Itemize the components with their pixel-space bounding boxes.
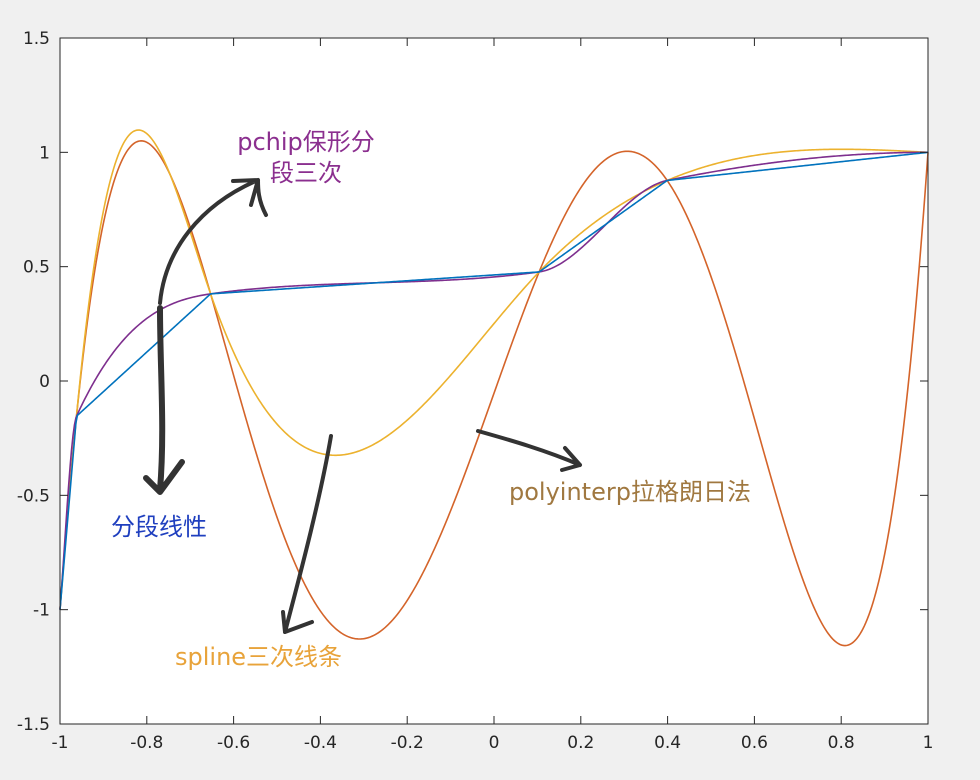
- series-line-linear: [59, 151, 929, 610]
- series-line-natural-cubic-spline: [59, 129, 929, 610]
- linear-annotation: 分段线性: [111, 513, 207, 541]
- x-tick-label: -0.6: [217, 733, 250, 753]
- x-tick-label: 1: [923, 733, 934, 753]
- x-tick-label: -0.8: [130, 733, 163, 753]
- y-tick-label: -1: [33, 601, 50, 621]
- spline-arrow: [281, 434, 333, 634]
- series-line-polynomial: [59, 140, 929, 647]
- series-line-pchip: [59, 151, 928, 610]
- linear-arrow: [143, 305, 185, 495]
- curves-layer: [59, 129, 929, 647]
- x-tick-label: 0.6: [741, 733, 768, 753]
- y-tick-label: 0: [39, 372, 50, 392]
- ticks-layer: -1 -0.8 -0.6 -0.4 -0.2 0 0.2 0.4 0.6 0.8 1-1.5-1-0…: [17, 29, 934, 753]
- x-tick-label: -0.4: [304, 733, 337, 753]
- x-tick-label: 0.8: [828, 733, 855, 753]
- plot-background: [60, 38, 928, 724]
- polyinterp-arrow: [476, 429, 582, 472]
- y-tick-label: 0.5: [23, 258, 50, 278]
- polyinterp-annotation: polyinterp拉格朗日法: [509, 478, 751, 506]
- pchip-annotation-line2: 段三次: [270, 159, 342, 187]
- x-tick-label: -0.2: [391, 733, 424, 753]
- arrows-layer: [143, 178, 582, 634]
- x-tick-label: -1: [52, 733, 69, 753]
- x-tick-label: 0.4: [654, 733, 681, 753]
- y-tick-label: -0.5: [17, 486, 50, 506]
- x-tick-label: 0: [489, 733, 500, 753]
- y-tick-label: -1.5: [17, 715, 50, 735]
- x-tick-label: 0.2: [567, 733, 594, 753]
- pchip-arrow: [158, 178, 268, 305]
- spline-annotation: spline三次线条: [175, 643, 342, 671]
- y-tick-label: 1: [39, 143, 50, 163]
- annotations-layer: pchip保形分 段三次 分段线性 spline三次线条 polyinterp拉…: [111, 128, 751, 671]
- pchip-annotation-line1: pchip保形分: [237, 128, 375, 156]
- y-tick-label: 1.5: [23, 29, 50, 49]
